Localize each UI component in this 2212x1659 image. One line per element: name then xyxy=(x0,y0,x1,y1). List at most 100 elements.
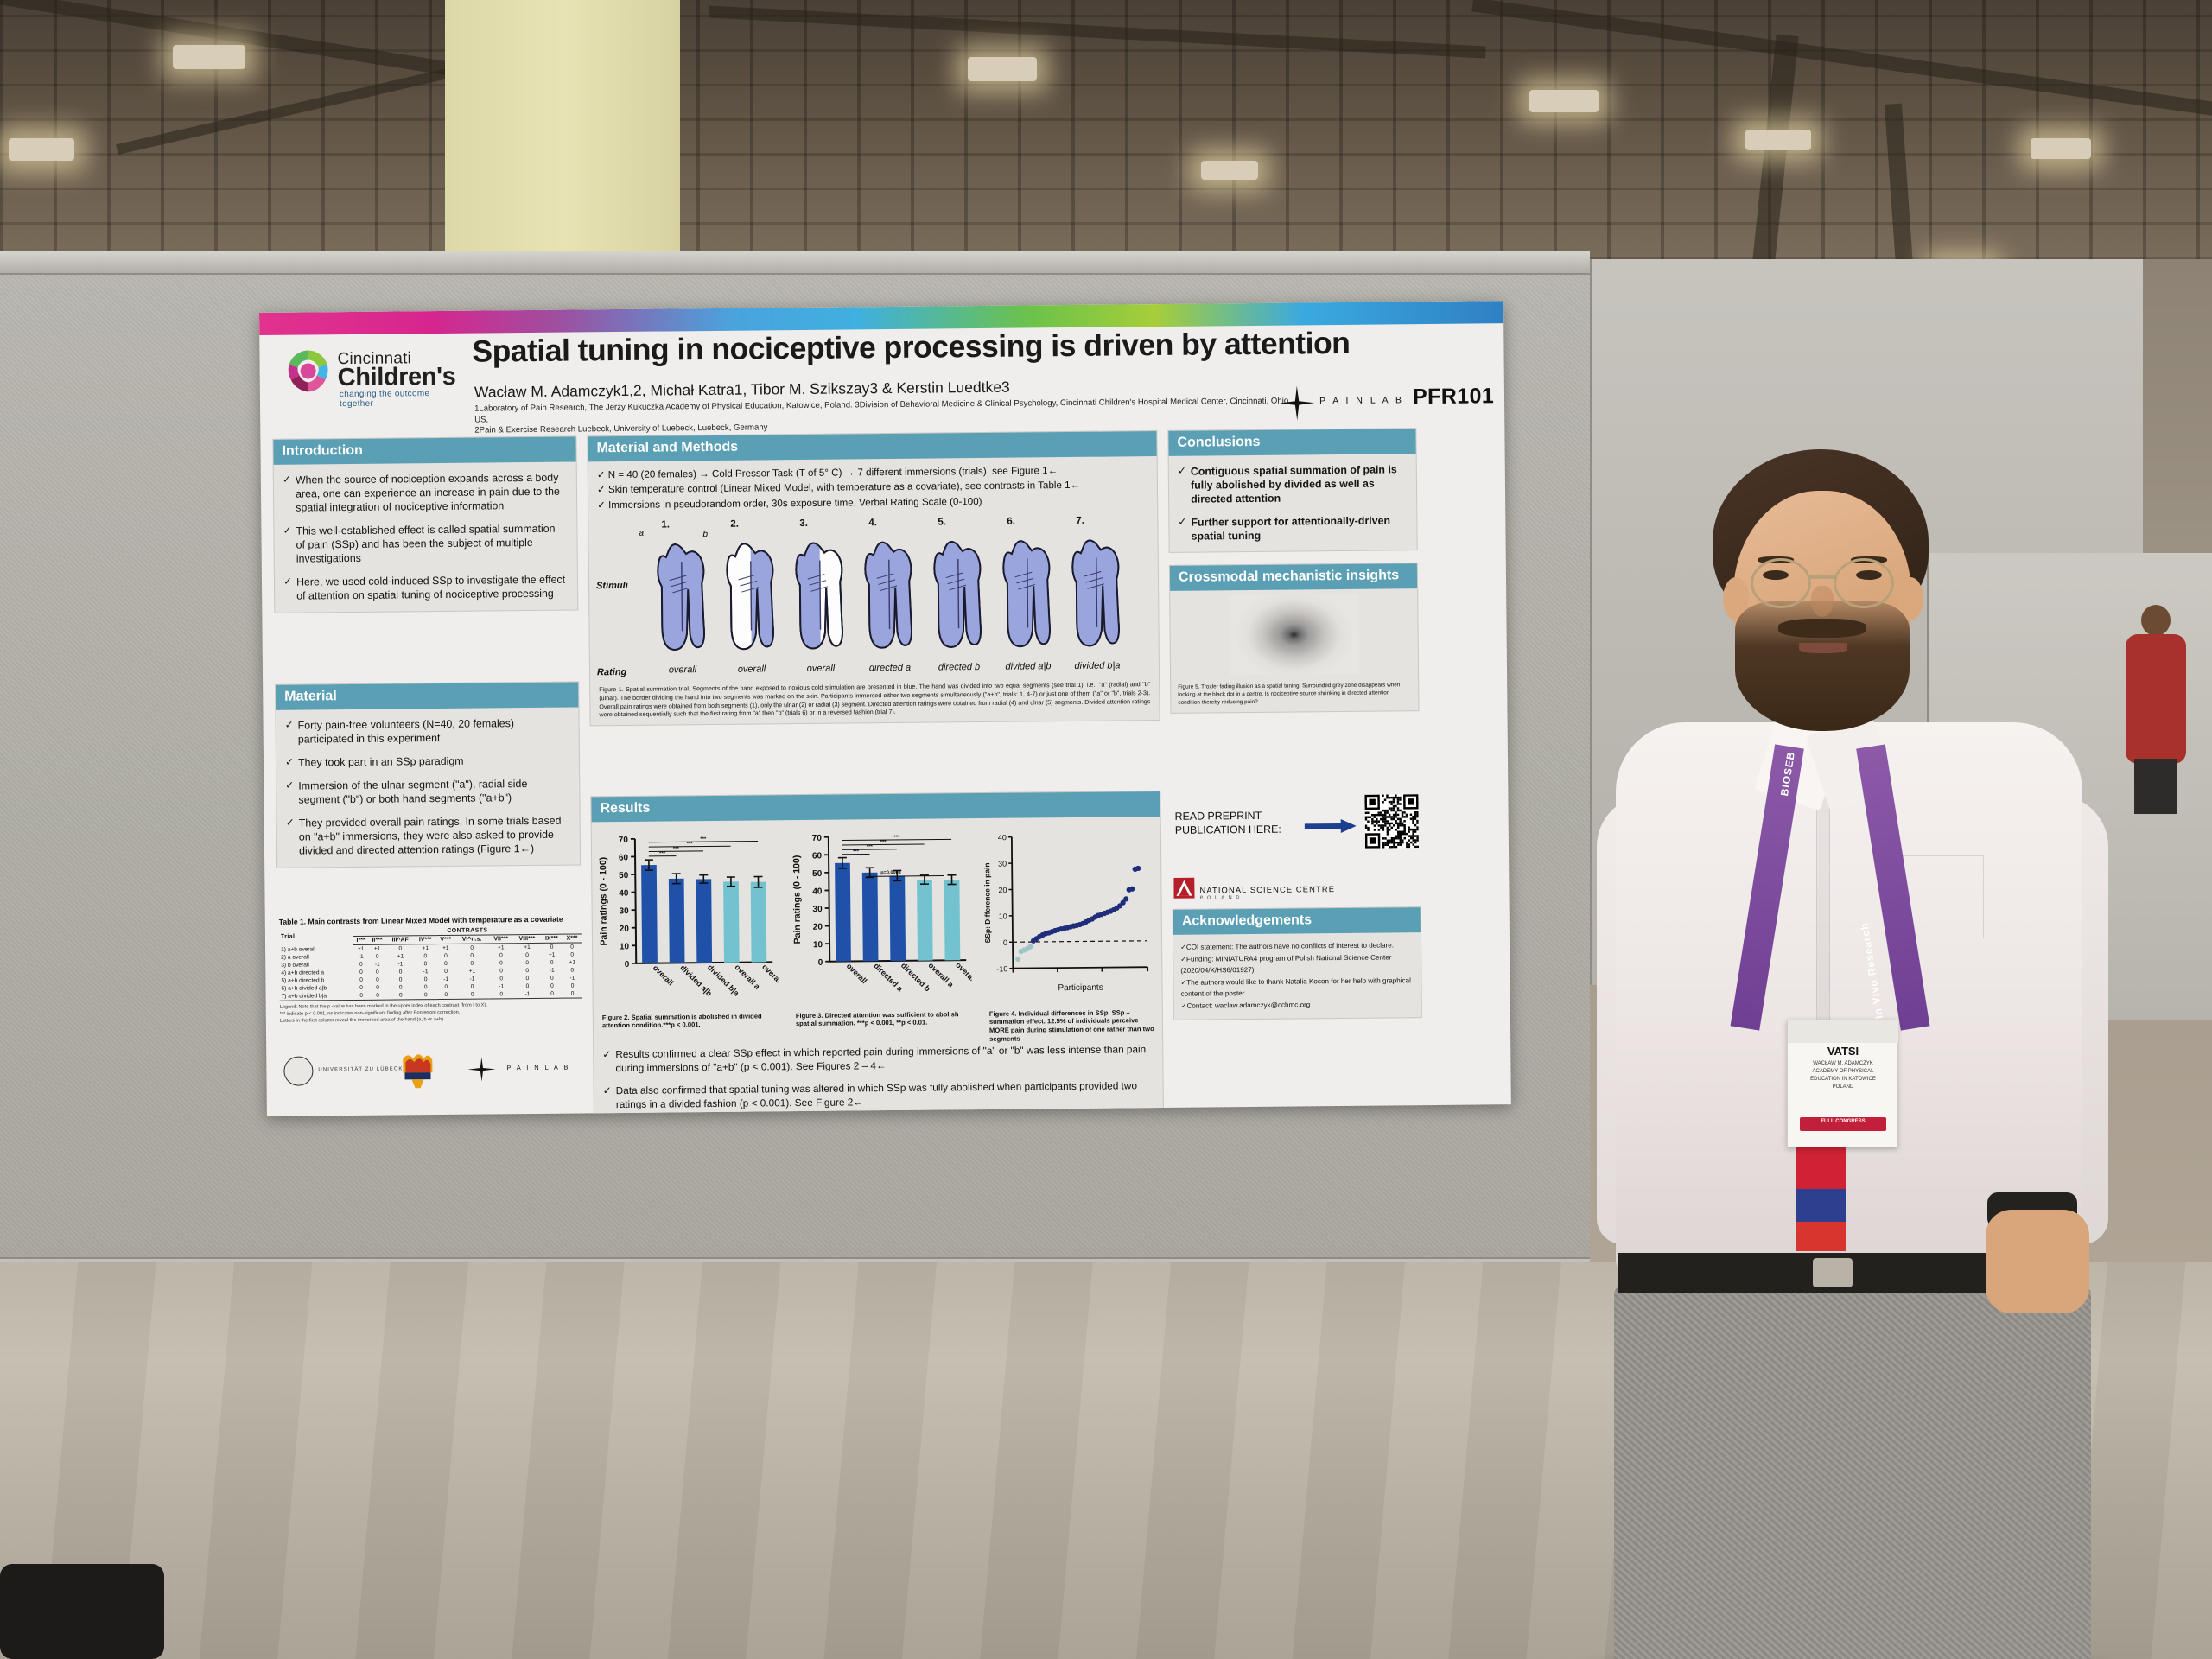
figure5-caption: Figure 5. Troxler fading illusion as a s… xyxy=(1178,681,1401,706)
figure1-rating-label: Rating xyxy=(596,666,627,678)
table1-cell: 0 xyxy=(499,960,503,967)
painlab-logo: P A I N L A B xyxy=(1278,383,1408,422)
badge-line1: WACŁAW M. ADAMCZYK xyxy=(1813,1061,1873,1066)
table1-cell: -1 xyxy=(358,953,364,960)
table1-cell: 0 xyxy=(525,960,530,967)
table1-cell: +1 xyxy=(569,959,576,966)
results-bullet-text: Data also confirmed that spatial tuning … xyxy=(615,1079,1138,1111)
yellow-column xyxy=(445,0,680,268)
check-icon: ✓ xyxy=(602,1047,612,1060)
svg-text:0: 0 xyxy=(818,957,823,967)
cincinnati-childrens-logo: Cincinnati Children's changing the outco… xyxy=(283,342,466,409)
table1-cell: -1 xyxy=(569,975,575,982)
ceiling-lamp xyxy=(968,57,1037,81)
svg-text:60: 60 xyxy=(812,851,823,861)
table1-cell: 0 xyxy=(423,961,428,968)
table1-cell: -1 xyxy=(374,961,380,968)
svg-text:40: 40 xyxy=(998,833,1007,842)
conclusion-bullet: ✓ Further support for attentionally-drive… xyxy=(1178,513,1406,543)
figure1: Stimuli Rating 1. overall a b 2. overall 3. ove… xyxy=(588,513,1159,684)
figure5-troxler-illusion xyxy=(1170,588,1418,684)
svg-text:overall b: overall b xyxy=(760,962,779,990)
table-row: 7) a+b divided b|a 0 0 0 0 0 0 0 -1 0 0 xyxy=(279,989,582,1001)
table1-cell: 0 xyxy=(444,983,448,990)
table1-cell: 0 xyxy=(375,953,379,960)
booth-wall-top-rail xyxy=(0,251,1590,275)
table1-cell: -1 xyxy=(549,967,555,974)
table1-legend: Legend: Note that the p -value has been … xyxy=(280,1001,582,1025)
results-bullet: ✓ Data also confirmed that spatial tuning… xyxy=(603,1080,1153,1113)
svg-text:10: 10 xyxy=(813,940,823,950)
svg-text:10: 10 xyxy=(620,942,630,951)
table1-col-2: II*** xyxy=(368,936,386,945)
table1-cell: 0 xyxy=(499,968,503,975)
figure1-trial: 1. overall a b xyxy=(639,519,718,686)
research-poster[interactable]: Cincinnati Children's changing the outco… xyxy=(259,301,1511,1116)
intro-bullet-text: This well-established effect is called s… xyxy=(296,522,556,565)
acknowledgements-heading: Acknowledgements xyxy=(1173,907,1421,935)
person-background xyxy=(2117,605,2195,814)
ceiling xyxy=(0,0,2212,259)
material-bullet: ✓ Immersion of the ulnar segment ("a"), r… xyxy=(285,777,569,807)
table1-cell: 0 xyxy=(525,976,530,982)
table1-cell: 0 xyxy=(470,960,474,967)
table1-cell: 0 xyxy=(415,991,437,1000)
svg-text:40: 40 xyxy=(812,887,823,896)
svg-text:***: *** xyxy=(853,849,860,855)
check-icon: ✓ xyxy=(597,499,606,511)
ack-item: ✓Funding: MINIATURA4 program of Polish N… xyxy=(1180,951,1414,976)
conclusion-bullet-text: Contiguous spatial summation of pain is … xyxy=(1190,462,1397,505)
results-bullet-text: Results confirmed a clear SSp effect in … xyxy=(615,1042,1147,1074)
figure2-caption: Figure 2. Spatial summation is abolished… xyxy=(601,1012,762,1030)
table1-cell: 0 xyxy=(455,990,490,1000)
svg-text:overall b: overall b xyxy=(954,960,972,988)
preprint-text: READ PREPRINT PUBLICATION HERE: xyxy=(1175,810,1281,837)
bag-foreground xyxy=(0,1564,164,1659)
figure1-trial-number: 2. xyxy=(730,518,740,530)
table1-cell: 0 xyxy=(470,944,474,951)
badge-line4: POLAND xyxy=(1832,1084,1854,1090)
troxler-image xyxy=(1229,594,1360,675)
svg-text:p=0.0008: p=0.0008 xyxy=(880,870,900,875)
table1-cell: 0 xyxy=(423,976,428,983)
check-icon: ✓ xyxy=(284,755,295,768)
table1-cell: 0 xyxy=(398,976,403,983)
table1-col-1: I*** xyxy=(353,936,369,945)
svg-text:0: 0 xyxy=(625,960,630,969)
check-icon: ✓ xyxy=(602,1084,612,1097)
table1-cell: 0 xyxy=(550,975,554,982)
crossmodal-heading: Crossmodal mechanistic insights xyxy=(1169,563,1418,591)
luebeck-university-logo xyxy=(283,1056,314,1086)
table1-cell: 0 xyxy=(525,983,530,990)
svg-text:Participants: Participants xyxy=(1058,982,1103,993)
material-bullet-text: Forty pain-free volunteers (N=40, 20 fem… xyxy=(297,716,515,746)
background-person-head xyxy=(2141,605,2171,636)
material-bullet: ✓ They took part in an SSp paradigm xyxy=(285,753,569,769)
figure1-segment-b-label: b xyxy=(702,529,709,540)
badge-line3: EDUCATION IN KATOWICE xyxy=(1810,1077,1876,1082)
table1-cell: +1 xyxy=(397,953,404,960)
figure1-trial: 4. directed a xyxy=(853,518,925,684)
svg-text:SSp: Difference in pain: SSp: Difference in pain xyxy=(982,862,992,943)
national-science-centre-logo: NATIONAL SCIENCE CENTRE P O L A N D xyxy=(1173,876,1346,907)
figure1-trial-number: 6. xyxy=(1007,516,1016,527)
svg-text:***: *** xyxy=(700,836,707,842)
table1-cell: +1 xyxy=(357,945,365,952)
table1-cell: +1 xyxy=(468,968,476,975)
table1-cell: 0 xyxy=(359,961,363,968)
table1-cell: 0 xyxy=(550,959,554,966)
qr-code[interactable] xyxy=(1364,794,1420,849)
svg-text:***: *** xyxy=(893,835,900,840)
figure1-rating-value: divided b|a xyxy=(1074,660,1121,671)
table1-cell: 0 xyxy=(470,983,474,990)
mouth xyxy=(1799,643,1847,653)
preprint-block[interactable]: READ PREPRINT PUBLICATION HERE: xyxy=(1173,791,1421,880)
svg-text:-10: -10 xyxy=(996,964,1007,973)
table1-cell: 0 xyxy=(386,991,416,1001)
material-bullet-text: Immersion of the ulnar segment ("a"), ra… xyxy=(298,778,528,806)
table1-col-3: III^AF xyxy=(385,935,415,945)
table1-cell: 0 xyxy=(570,944,574,950)
ack-item-text: Contact: waclaw.adamczyk@cchmc.org xyxy=(1186,1001,1311,1010)
badge-name: VATSI xyxy=(1827,1045,1859,1058)
